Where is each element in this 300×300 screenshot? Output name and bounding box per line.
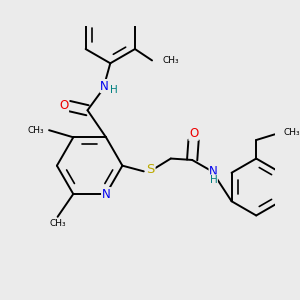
Text: CH₃: CH₃ <box>283 128 300 137</box>
Text: O: O <box>189 127 198 140</box>
Text: CH₃: CH₃ <box>162 56 178 65</box>
Text: CH₃: CH₃ <box>49 219 66 228</box>
Text: N: N <box>102 188 110 200</box>
Text: H: H <box>210 175 218 185</box>
Text: N: N <box>209 165 218 178</box>
Text: CH₃: CH₃ <box>27 126 44 135</box>
Text: O: O <box>59 100 68 112</box>
Text: N: N <box>100 80 109 93</box>
Text: H: H <box>110 85 118 95</box>
Text: S: S <box>147 164 155 176</box>
